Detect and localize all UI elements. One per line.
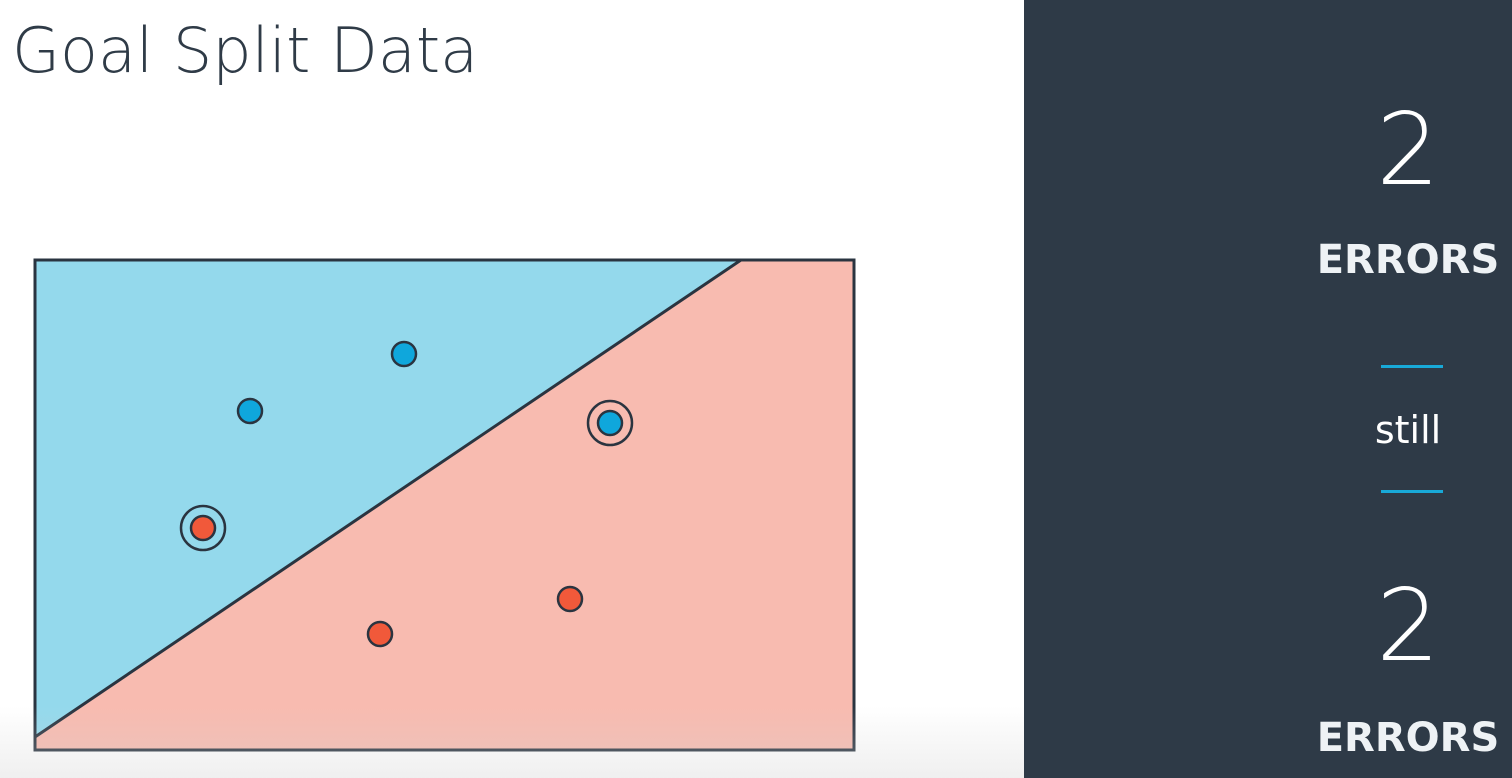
decision-boundary [34,258,742,739]
red-point-misclassified [179,504,227,552]
divider-top [1381,365,1443,368]
blue-point-2 [236,397,264,425]
misclassified-ring [179,504,227,552]
error-sidebar: 2 ERRORS still 2 ERRORS [1024,0,1512,778]
top-error-count: 2 [1376,91,1440,208]
error-summary: 2 ERRORS still 2 ERRORS [1308,0,1508,778]
bottom-error-count: 2 [1376,567,1440,684]
bottom-error-label: ERRORS [1316,715,1500,761]
still-text: still [1374,408,1442,452]
misclassified-ring [586,399,634,447]
plot-frame [33,258,856,752]
divider-bottom [1381,490,1443,493]
blue-point-1 [390,340,418,368]
split-diagram [33,258,856,752]
red-region [35,260,854,750]
blue-point-3 [596,409,624,437]
red-point-2 [556,585,584,613]
slide-title: Goal Split Data [12,14,479,87]
red-point-1 [189,514,217,542]
blue-point-misclassified [586,399,634,447]
top-error-label: ERRORS [1316,237,1500,283]
red-point-3 [366,620,394,648]
